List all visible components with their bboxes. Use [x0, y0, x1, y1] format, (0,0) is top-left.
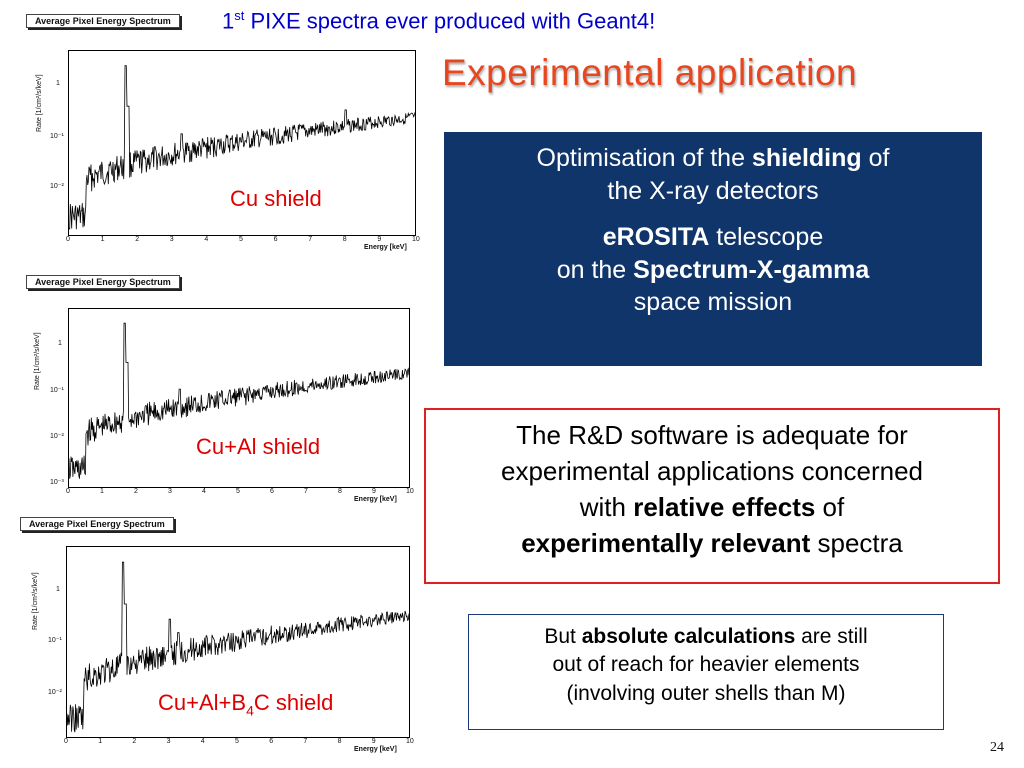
x-tick: 1	[98, 738, 103, 745]
top-note: 1st PIXE spectra ever produced with Gean…	[222, 8, 656, 34]
y-tick: 10⁻²	[48, 689, 62, 696]
y-tick: 1	[56, 586, 60, 593]
x-tick: 1	[100, 236, 105, 243]
red-line-1: The R&D software is adequate for	[516, 420, 908, 450]
small-line-3: (involving outer shells than M)	[566, 681, 846, 705]
x-tick: 5	[239, 236, 243, 243]
x-tick: 2	[132, 738, 137, 745]
x-tick: 2	[134, 488, 138, 495]
plot-area	[68, 308, 410, 488]
y-axis-label: Rate [1/cm²/s/keV]	[36, 74, 43, 132]
y-tick: 10⁻¹	[50, 133, 64, 140]
x-tick: 8	[338, 488, 342, 495]
spectrum-line	[66, 561, 410, 733]
x-tick: 0	[66, 488, 70, 495]
shield-label-cu-al: Cu+Al shield	[194, 434, 323, 460]
x-tick: 5	[236, 488, 240, 495]
spectrum-trace	[68, 65, 416, 230]
x-tick: 8	[337, 738, 342, 745]
x-tick: 2	[135, 236, 140, 243]
x-tick: 7	[308, 236, 313, 243]
y-tick: 1	[56, 80, 60, 87]
x-tick: 3	[169, 236, 174, 243]
spectrum-line	[68, 322, 410, 479]
x-tick: 9	[372, 488, 376, 495]
spectrum-trace	[66, 561, 410, 733]
spectrum-panel-cu-al-b4c: Average Pixel Energy Spectrum Rate [1/cm…	[14, 516, 414, 762]
x-tick: 6	[269, 738, 274, 745]
histogram-title: Average Pixel Energy Spectrum	[26, 14, 180, 28]
x-tick: 5	[235, 738, 239, 745]
y-tick: 10⁻²	[50, 433, 64, 440]
x-axis-label: Energy [keV]	[364, 244, 407, 251]
x-tick: 4	[200, 738, 205, 745]
page-number: 24	[990, 740, 1004, 755]
x-axis-label: Energy [keV]	[354, 496, 397, 503]
x-tick: 3	[168, 488, 172, 495]
small-line-1: But absolute calculations are still	[544, 625, 868, 648]
y-tick: 10⁻²	[50, 183, 64, 190]
y-tick: 1	[58, 340, 62, 347]
x-ticks: 0 1 2 3 4 5 6 7 8 9 10	[64, 738, 414, 748]
x-tick: 9	[377, 236, 382, 243]
blue-line-1: Optimisation of the shielding of the X-ra…	[536, 144, 890, 205]
shield-label-cu: Cu shield	[228, 186, 324, 212]
small-line-2: out of reach for heavier elements	[552, 653, 860, 677]
red-line-3: with relative effects of	[579, 491, 845, 522]
y-tick: 10⁻¹	[50, 387, 64, 394]
conclusion-box: The R&D software is adequate for experim…	[424, 408, 1000, 584]
shielding-info-box: Optimisation of the shielding of the X-ra…	[444, 132, 982, 366]
x-ticks: 0 1 2 3 4 5 6 7 8 9 10	[66, 236, 420, 246]
shield-label-cu-al-b4c: Cu+Al+B4C shield	[156, 690, 336, 719]
red-line-2: experimental applications concerned	[500, 455, 924, 486]
x-tick: 10	[406, 488, 414, 495]
x-tick: 8	[342, 236, 347, 243]
red-line-4: experimentally relevant spectra	[521, 527, 903, 558]
spectrum-trace	[68, 322, 410, 479]
x-ticks: 0 1 2 3 4 5 6 7 8 9 10	[66, 488, 414, 498]
x-tick: 6	[270, 488, 274, 495]
y-tick: 10⁻³	[50, 479, 64, 486]
x-tick: 4	[202, 488, 206, 495]
x-tick: 7	[303, 738, 308, 745]
x-tick: 1	[100, 488, 104, 495]
x-axis-label: Energy [keV]	[354, 746, 397, 753]
histogram-title: Average Pixel Energy Spectrum	[20, 517, 174, 531]
y-tick: 10⁻¹	[48, 637, 62, 644]
x-tick: 6	[273, 236, 278, 243]
x-tick: 0	[66, 236, 70, 243]
histogram-title: Average Pixel Energy Spectrum	[26, 275, 180, 289]
x-tick: 9	[371, 738, 376, 745]
x-tick: 7	[304, 488, 308, 495]
blue-line-2: eROSITA telescope on the Spectrum-X-gamma…	[556, 223, 870, 316]
spectrum-line	[68, 65, 416, 230]
x-tick: 10	[406, 738, 414, 745]
slide-title: Experimental application	[442, 52, 858, 93]
x-tick: 10	[412, 236, 420, 243]
x-tick: 4	[204, 236, 209, 243]
limitation-box: But absolute calculations are still out …	[468, 614, 944, 730]
spectrum-panel-cu-al: Average Pixel Energy Spectrum Rate [1/cm…	[20, 274, 420, 514]
x-tick: 0	[64, 738, 68, 745]
y-axis-label: Rate [1/cm²/s/keV]	[34, 332, 41, 390]
spectrum-panel-cu: Average Pixel Energy Spectrum Rate [1/cm…	[20, 12, 425, 257]
x-tick: 3	[166, 738, 171, 745]
y-axis-label: Rate [1/cm²/s/keV]	[32, 572, 39, 630]
